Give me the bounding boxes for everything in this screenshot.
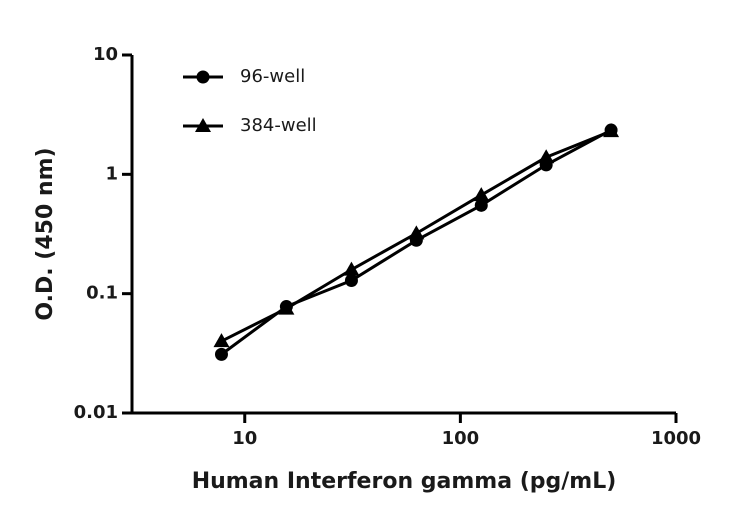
y-tick-label: 0.1 (86, 283, 118, 304)
marker (195, 118, 211, 132)
legend-label: 96-well (240, 66, 305, 87)
marker (278, 300, 295, 315)
y-tick-label: 10 (93, 44, 118, 65)
marker (213, 333, 230, 348)
y-tick-label: 0.01 (74, 402, 118, 423)
marker (214, 347, 228, 361)
marker (343, 261, 360, 276)
marker (538, 149, 555, 164)
marker (473, 187, 490, 202)
x-tick-label: 1000 (651, 428, 701, 449)
legend-label: 384-well (240, 115, 317, 136)
marker (603, 123, 620, 138)
x-tick-label: 100 (442, 428, 480, 449)
y-axis-title: O.D. (450 nm) (33, 147, 58, 320)
marker (196, 70, 210, 84)
marker (344, 273, 358, 287)
y-tick-label: 1 (105, 163, 118, 184)
marker (408, 225, 425, 240)
marker (474, 198, 488, 212)
x-axis-title: Human Interferon gamma (pg/mL) (192, 469, 617, 494)
x-tick-label: 10 (232, 428, 257, 449)
